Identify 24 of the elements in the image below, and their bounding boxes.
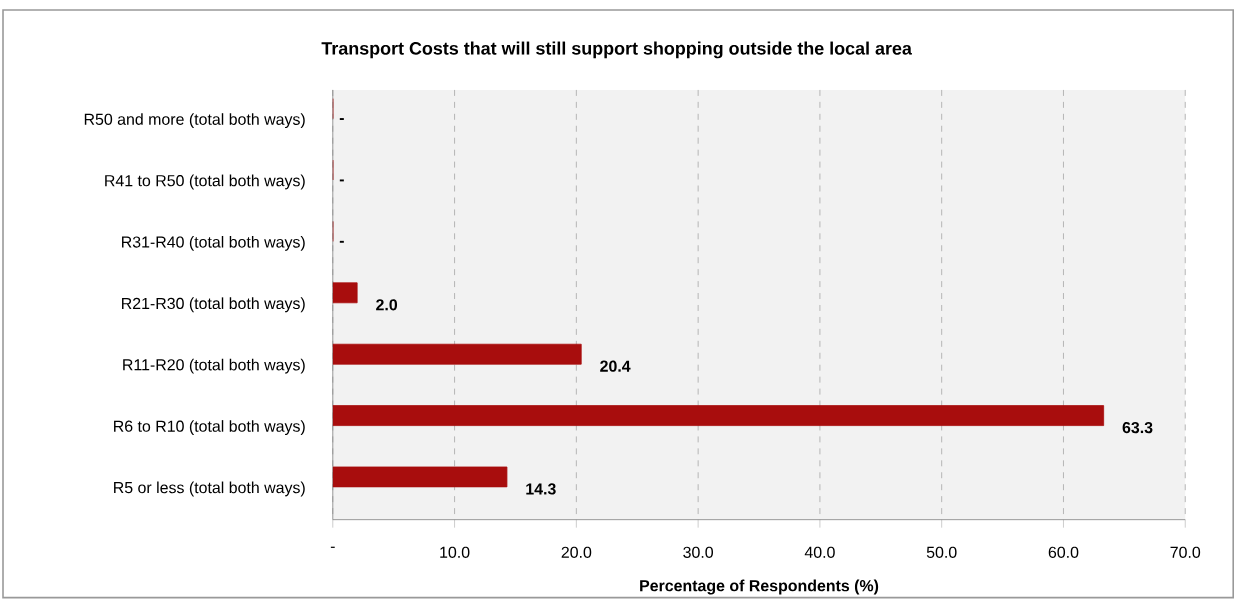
y-tick-label: R31-R40 (total both ways) xyxy=(122,235,305,251)
x-tick-label: 60.0 xyxy=(1048,546,1079,558)
x-tick-label: 70.0 xyxy=(1170,546,1201,558)
y-tick-label: R5 or less (total both ways) xyxy=(114,481,305,497)
data-label: - xyxy=(339,240,344,243)
data-label: 14.3 xyxy=(526,483,556,495)
x-tick-label: 30.0 xyxy=(683,546,714,558)
x-axis-title: Percentage of Respondents (%) xyxy=(640,579,879,595)
data-label: 20.4 xyxy=(600,360,631,372)
data-label: - xyxy=(339,179,344,182)
data-label: 63.3 xyxy=(1122,421,1153,434)
x-tick-label: - xyxy=(330,546,335,548)
y-tick-label: R11-R20 (total both ways) xyxy=(123,358,305,374)
x-tick-label: 50.0 xyxy=(926,546,957,558)
chart-title: Transport Costs that will still support shopping outside the local area xyxy=(321,41,912,59)
x-tick-label: 10.0 xyxy=(440,546,470,558)
x-tick-label: 40.0 xyxy=(804,546,835,558)
data-label: 2.0 xyxy=(376,299,398,311)
y-tick-label: R6 to R10 (total both ways) xyxy=(114,420,305,435)
y-tick-label: R41 to R50 (total both ways) xyxy=(105,174,305,190)
x-tick-label: 20.0 xyxy=(561,546,592,558)
y-tick-label: R50 and more (total both ways) xyxy=(84,113,305,128)
y-tick-label: R21-R30 (total both ways) xyxy=(122,297,305,313)
data-label: - xyxy=(339,118,344,120)
